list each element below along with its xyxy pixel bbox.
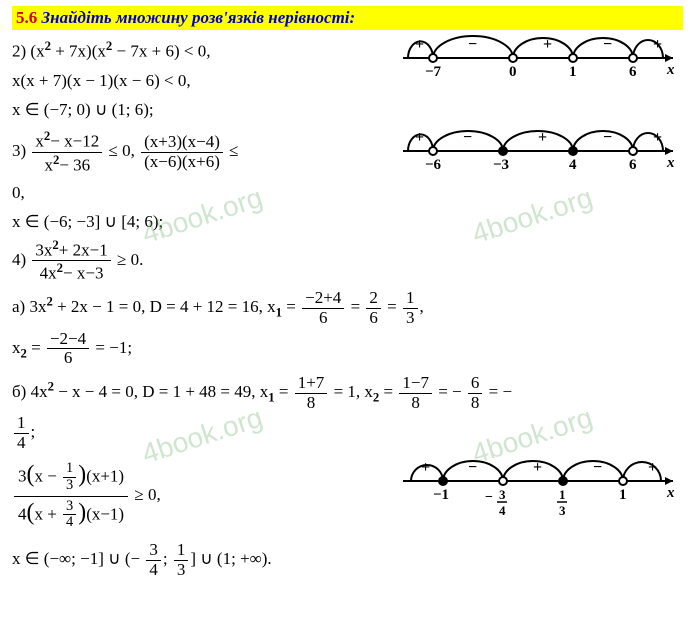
pb-line1: б) 4x2 − x − 4 = 0, D = 1 + 48 = 49, x1 … (12, 374, 683, 412)
svg-text:−: − (468, 36, 477, 53)
svg-text:+: + (543, 36, 552, 53)
svg-text:−3: −3 (493, 157, 509, 173)
pb-label: б) (12, 382, 26, 401)
svg-text:−: − (593, 459, 602, 476)
sign-chart-3: + − + − + −1 − 3 4 1 3 1 x (403, 457, 683, 527)
big-frac-row: 3(x − 13)(x+1) 4(x + 34)(x−1) ≥ 0, + − (12, 457, 683, 536)
svg-text:−: − (485, 490, 493, 505)
svg-text:x: x (666, 155, 675, 171)
svg-text:+: + (653, 36, 662, 53)
p3-line2a: 0, (12, 179, 683, 206)
pb-line2-frac: 1 4 (14, 414, 29, 452)
svg-text:+: + (415, 36, 424, 53)
pa-f2: 2 6 (366, 289, 381, 327)
big-frac: 3(x − 13)(x+1) 4(x + 34)(x−1) (14, 459, 128, 534)
p3-mid: ≤ 0, (108, 141, 134, 160)
svg-text:x: x (666, 62, 675, 78)
problem-number: 5.6 (16, 8, 37, 27)
problem-title: Знайдіть множину розв'язків нерівності: (42, 8, 356, 27)
pa-f3: 1 3 (403, 289, 418, 327)
p3-label: 3) (12, 141, 26, 160)
p3-line2b: x ∈ (−6; −3] ∪ [4; 6); (12, 208, 683, 235)
pb-f2: 1−7 8 (399, 374, 432, 412)
svg-text:+: + (533, 459, 542, 476)
pa-eq1: = (351, 297, 361, 316)
problem-3-row: 3) x2− x−12 x2− 36 ≤ 0, (x+3)(x−4) (x−6)… (12, 127, 683, 177)
pb-f1: 1+7 8 (295, 374, 328, 412)
p4-frac: 3x2+ 2x−1 4x2− x−3 (32, 238, 110, 284)
ans-pre: x ∈ (−∞; −1] ∪ (− (12, 549, 140, 568)
svg-text:1: 1 (569, 64, 577, 80)
p4-line: 4) 3x2+ 2x−1 4x2− x−3 ≥ 0. (12, 238, 683, 284)
svg-text:6: 6 (629, 157, 637, 173)
ans-f2: 1 3 (174, 541, 189, 579)
big-frac-line: 3(x − 13)(x+1) 4(x + 34)(x−1) ≥ 0, (12, 459, 403, 534)
p4-label: 4) (12, 249, 26, 268)
pb-line2: 1 4 ; (12, 414, 683, 452)
big-frac-text: 3(x − 13)(x+1) 4(x + 34)(x−1) ≥ 0, (12, 457, 403, 536)
p2-line1: 2) (x2 + 7x)(x2 − 7x + 6) < 0, (12, 36, 403, 65)
chart3-container: + − + − + −1 − 3 4 1 3 1 x (403, 457, 683, 527)
p3-line1: 3) x2− x−12 x2− 36 ≤ 0, (x+3)(x−4) (x−6)… (12, 129, 403, 175)
ans-f1: 3 4 (146, 541, 161, 579)
svg-text:+: + (648, 459, 657, 476)
sign-chart-2: + − + − + −6 −3 4 6 x (403, 127, 683, 177)
pa-f1: −2+4 6 (302, 289, 344, 327)
p3-frac2: (x+3)(x−4) (x−6)(x+6) (141, 133, 223, 171)
svg-text:−: − (463, 129, 472, 146)
problem-header: 5.6 Знайдіть множину розв'язків нерівнос… (12, 6, 683, 30)
p2-line2: x(x + 7)(x − 1)(x − 6) < 0, (12, 67, 403, 94)
svg-text:−: − (603, 36, 612, 53)
svg-text:3: 3 (559, 503, 566, 518)
svg-text:−7: −7 (425, 64, 442, 80)
ans-tail: ] ∪ (1; +∞). (190, 549, 271, 568)
svg-text:−1: −1 (433, 487, 449, 503)
svg-text:+: + (653, 129, 662, 146)
pa-eq2: = (387, 297, 397, 316)
svg-text:4: 4 (569, 157, 577, 173)
svg-text:−6: −6 (425, 157, 442, 173)
svg-text:x: x (666, 485, 675, 501)
p3-tail: ≤ (229, 141, 238, 160)
svg-text:1: 1 (559, 487, 566, 502)
pa-comma: , (420, 297, 424, 316)
pb-f3: 6 8 (468, 374, 483, 412)
chart1-container: + − + − + −7 0 1 6 x (403, 34, 683, 84)
svg-text:1: 1 (619, 487, 627, 503)
svg-text:6: 6 (629, 64, 637, 80)
pb-tail: = − (489, 382, 512, 401)
svg-text:4: 4 (499, 503, 506, 518)
ans-mid: ; (163, 549, 168, 568)
svg-text:+: + (421, 459, 430, 476)
p2-label: 2) (12, 42, 26, 61)
svg-text:3: 3 (499, 487, 506, 502)
svg-text:−: − (603, 129, 612, 146)
problem-3-text: 3) x2− x−12 x2− 36 ≤ 0, (x+3)(x−4) (x−6)… (12, 127, 403, 177)
sign-chart-1: + − + − + −7 0 1 6 x (403, 34, 683, 84)
pa-line2-tail: = −1; (95, 338, 132, 357)
p3-frac1: x2− x−12 x2− 36 (32, 129, 102, 175)
chart2-container: + − + − + −6 −3 4 6 x (403, 127, 683, 177)
svg-text:+: + (538, 129, 547, 146)
svg-text:−: − (468, 459, 477, 476)
pa-label: а) (12, 297, 25, 316)
svg-text:+: + (415, 129, 424, 146)
p4-tail: ≥ 0. (117, 249, 143, 268)
pa-line2: x2 = −2−4 6 = −1; (12, 330, 683, 368)
problem-2-row: 2) (x2 + 7x)(x2 − 7x + 6) < 0, x(x + 7)(… (12, 34, 683, 125)
pa-line1: а) 3x2 + 2x − 1 = 0, D = 4 + 12 = 16, x1… (12, 289, 683, 327)
pb-mid2: = − (438, 382, 461, 401)
pa-f4: −2−4 6 (47, 330, 89, 368)
svg-text:0: 0 (509, 64, 517, 80)
big-frac-tail: ≥ 0, (134, 485, 160, 504)
problem-2-text: 2) (x2 + 7x)(x2 − 7x + 6) < 0, x(x + 7)(… (12, 34, 403, 125)
p2-line3: x ∈ (−7; 0) ∪ (1; 6); (12, 96, 403, 123)
final-answer: x ∈ (−∞; −1] ∪ (− 3 4 ; 1 3 ] ∪ (1; +∞). (12, 541, 683, 579)
pb-line2-tail: ; (31, 423, 36, 442)
